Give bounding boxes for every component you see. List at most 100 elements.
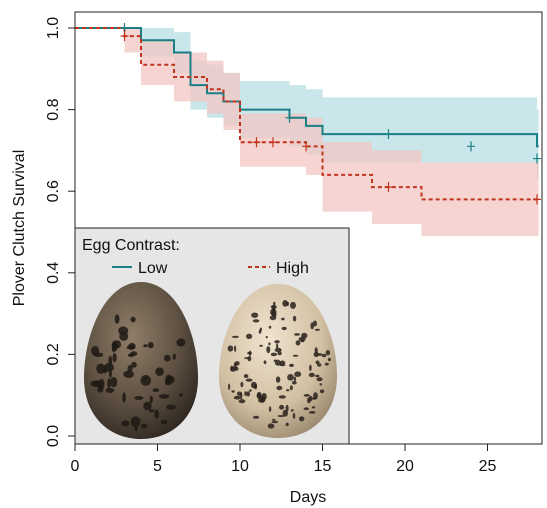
- high-censor-mark: [533, 194, 541, 205]
- egg-speckle: [91, 346, 100, 356]
- egg-speckle: [315, 374, 320, 378]
- egg-speckle: [267, 423, 275, 429]
- egg-speckle: [263, 360, 267, 365]
- egg-speckle: [130, 316, 136, 323]
- egg-speckle: [274, 347, 282, 353]
- egg-speckle: [294, 333, 300, 336]
- egg-speckle: [272, 418, 276, 421]
- y-axis-title: Plover Clutch Survival: [11, 150, 28, 307]
- legend-label-low: Low: [138, 260, 168, 277]
- egg-speckle: [293, 376, 297, 382]
- egg-speckle: [292, 354, 299, 357]
- egg-speckle: [122, 392, 126, 403]
- egg-speckle: [172, 353, 176, 360]
- egg-speckle: [287, 374, 294, 381]
- egg-speckle: [148, 409, 155, 413]
- egg-speckle: [256, 392, 262, 399]
- egg-speckle: [228, 383, 231, 391]
- egg-speckle: [277, 415, 285, 417]
- egg-speckle: [310, 322, 315, 330]
- egg-speckle: [285, 404, 289, 412]
- egg-speckle: [289, 385, 293, 391]
- egg-speckle: [143, 401, 152, 411]
- egg-speckle: [90, 380, 101, 387]
- egg-speckle: [294, 371, 302, 378]
- egg-speckle: [315, 360, 320, 365]
- egg-speckle: [276, 385, 283, 391]
- egg-speckle: [230, 366, 237, 372]
- x-tick-label: 0: [71, 458, 80, 475]
- egg-speckle: [303, 394, 310, 397]
- egg-speckle: [246, 391, 250, 397]
- egg-speckle: [313, 351, 319, 358]
- x-axis: 0 5 10 15 20 25: [71, 443, 497, 475]
- x-tick-label: 20: [396, 458, 414, 475]
- egg-speckle: [246, 333, 253, 339]
- y-tick-label: 0.6: [45, 180, 62, 202]
- egg-speckle: [319, 383, 323, 386]
- x-tick-label: 5: [153, 458, 162, 475]
- egg-speckle: [313, 392, 318, 400]
- x-tick-label: 25: [479, 458, 497, 475]
- high-censor-mark: [252, 137, 261, 148]
- egg-speckle: [286, 389, 290, 392]
- egg-speckle: [292, 412, 296, 419]
- high-censor-mark: [384, 182, 393, 193]
- egg-speckle: [107, 378, 111, 389]
- egg-speckle: [275, 376, 281, 383]
- egg-speckle: [311, 406, 316, 409]
- egg-speckle: [164, 354, 171, 362]
- egg-speckle: [266, 346, 271, 354]
- egg-speckle: [127, 353, 135, 358]
- egg-speckle: [160, 419, 168, 425]
- egg-speckle: [290, 409, 294, 412]
- egg-speckle: [126, 345, 135, 350]
- x-axis-title: Days: [290, 489, 326, 506]
- egg-speckle: [314, 328, 321, 331]
- egg-speckle: [140, 423, 148, 429]
- egg-speckle: [227, 345, 234, 352]
- egg-speckle: [300, 340, 305, 343]
- egg-speckle: [308, 411, 316, 414]
- egg-speckle: [105, 387, 115, 393]
- egg-speckle: [176, 338, 186, 347]
- egg-speckle: [158, 394, 170, 399]
- egg-speckle: [308, 372, 315, 378]
- egg-speckle: [324, 362, 329, 366]
- egg-speckle: [109, 377, 118, 388]
- egg-speckle: [295, 340, 301, 346]
- x-tick-label: 15: [314, 458, 332, 475]
- egg-speckle: [274, 340, 280, 344]
- egg-speckle: [231, 335, 239, 338]
- low-censor-mark: [533, 153, 541, 164]
- egg-speckle: [152, 388, 160, 392]
- egg-speckle: [149, 395, 153, 404]
- egg-speckle: [251, 312, 259, 318]
- egg-speckle: [245, 378, 253, 382]
- egg-speckle: [254, 383, 258, 390]
- egg-speckle: [265, 336, 268, 339]
- egg-speckle: [243, 374, 249, 379]
- egg-speckle: [231, 390, 235, 393]
- low-censor-mark: [384, 129, 393, 140]
- legend-inset: Egg Contrast: Low High: [74, 227, 350, 445]
- high-contrast-egg-speckles: [227, 300, 331, 429]
- egg-speckle: [121, 420, 130, 427]
- egg-speckle: [259, 327, 262, 332]
- egg-speckle: [147, 341, 154, 349]
- confidence-bands: [75, 28, 539, 237]
- egg-speckle: [279, 360, 286, 366]
- egg-speckle: [154, 409, 160, 419]
- egg-speckle: [268, 342, 271, 346]
- egg-speckle: [248, 389, 252, 392]
- egg-speckle: [303, 407, 309, 411]
- egg-speckle: [281, 317, 285, 321]
- high-censor-mark: [120, 31, 129, 42]
- egg-speckle: [268, 325, 272, 329]
- egg-speckle: [123, 370, 135, 378]
- egg-speckle: [236, 391, 243, 396]
- egg-speckle: [134, 425, 138, 432]
- egg-speckle: [271, 420, 279, 424]
- egg-speckle: [179, 393, 183, 397]
